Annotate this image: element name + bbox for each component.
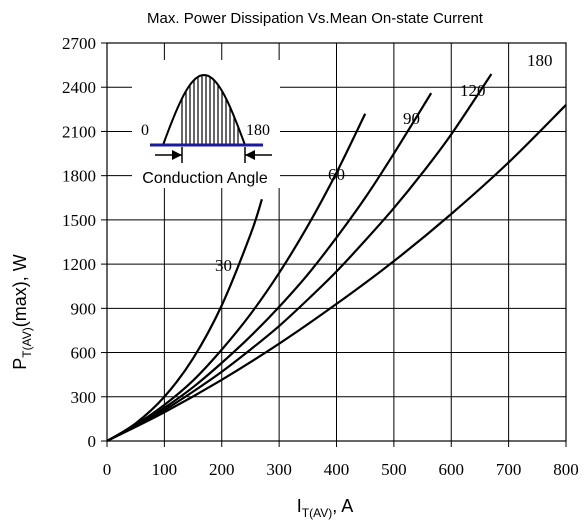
curve-label-120: 120: [460, 81, 486, 100]
y-tick-label: 1800: [62, 167, 96, 186]
x-tick-label: 0: [103, 460, 112, 479]
series-line-120: [106, 73, 493, 442]
curve-label-180: 180: [527, 51, 553, 70]
chart-title: Max. Power Dissipation Vs.Mean On-state …: [147, 10, 484, 27]
inset-right-label: 180: [246, 122, 270, 139]
x-tick-label: 400: [324, 460, 350, 479]
inset-hatching: [181, 75, 239, 145]
y-axis-label-main: P: [10, 358, 30, 370]
x-axis-label-main: I: [297, 496, 302, 516]
inset-caption: Conduction Angle: [142, 170, 268, 187]
series-line-180: [106, 104, 567, 442]
x-tick-label: 300: [266, 460, 292, 479]
y-tick-label: 2700: [62, 34, 96, 53]
inset-left-label: 0: [141, 122, 149, 139]
x-axis-label: IT(AV), A: [297, 496, 353, 520]
curve-label-30: 30: [215, 256, 232, 275]
inset-waveform: [162, 73, 246, 146]
x-tick-label: 700: [496, 460, 522, 479]
y-tick-label: 1200: [62, 255, 96, 274]
curve-label-90: 90: [403, 109, 420, 128]
y-axis-label-suffix: (max), W: [10, 254, 30, 327]
inset-right-arrowhead: [245, 150, 255, 160]
x-tick-label: 200: [209, 460, 235, 479]
x-axis-label-subscript: T(AV): [302, 506, 332, 520]
conduction-angle-inset: 0 180 Conduction Angle: [132, 60, 280, 188]
y-tick-label: 0: [88, 432, 97, 451]
inset-arrows: [155, 147, 272, 163]
x-tick-label: 100: [152, 460, 178, 479]
curve-label-60: 60: [328, 165, 345, 184]
curve-label-layer: 30 60 90 120 180: [215, 51, 553, 275]
y-tick-label: 2400: [62, 78, 96, 97]
grid-layer: [107, 43, 566, 441]
y-tick-label: 2100: [62, 122, 96, 141]
x-tick-label: 800: [553, 460, 579, 479]
y-tick-label: 900: [71, 299, 97, 318]
series-line-60: [106, 113, 367, 442]
x-tick-label: 600: [439, 460, 465, 479]
x-tick-label: 500: [381, 460, 407, 479]
y-tick-label: 600: [71, 344, 97, 363]
y-tick-label: 1500: [62, 211, 96, 230]
series-layer: [106, 73, 567, 442]
series-line-90: [106, 92, 433, 442]
y-axis-label: PT(AV)(max), W: [10, 254, 34, 369]
x-axis-label-suffix: , A: [332, 496, 353, 516]
inset-left-arrowhead: [172, 150, 182, 160]
y-tick-label: 300: [71, 388, 97, 407]
series-line-30: [106, 198, 263, 442]
y-axis-label-subscript: T(AV): [20, 327, 34, 357]
tick-layer: 0 100 200 300 400 500 600 700 800030060090012001…: [62, 34, 579, 479]
